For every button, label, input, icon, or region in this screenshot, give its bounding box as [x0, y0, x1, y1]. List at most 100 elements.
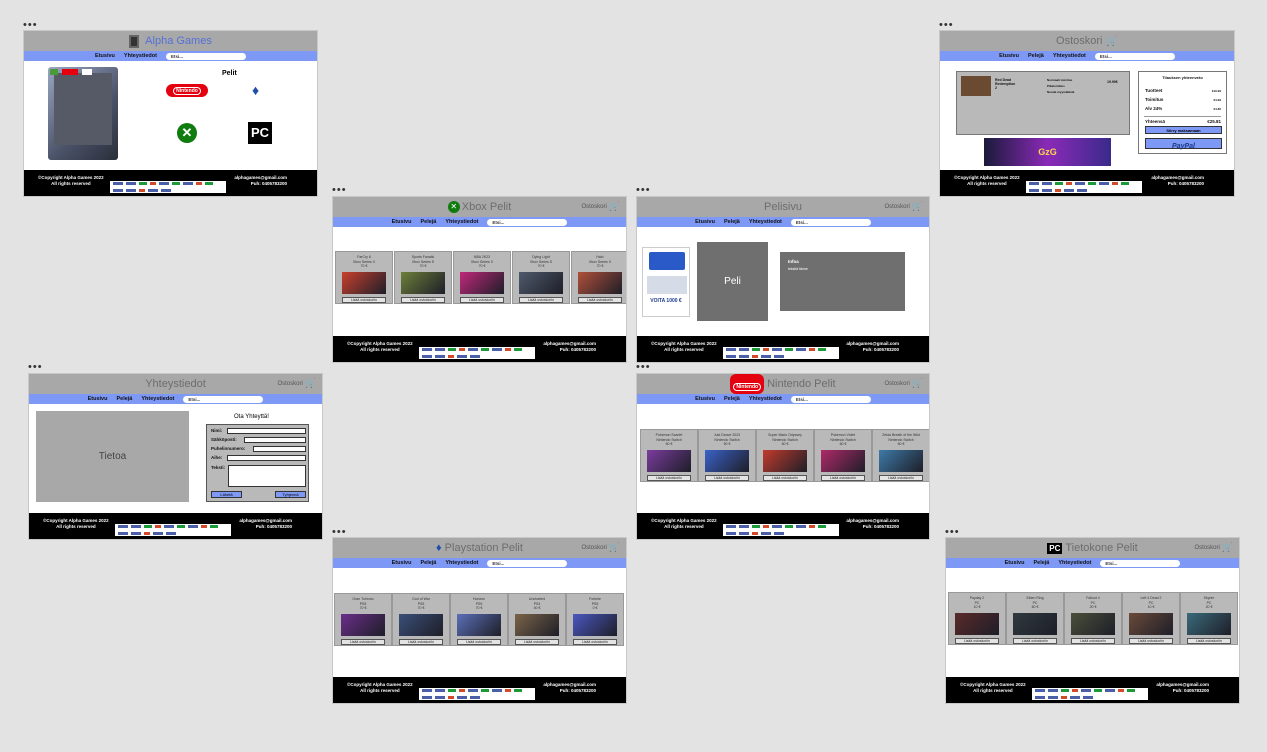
add-to-cart-button[interactable]: Lisää ostoskoriin — [578, 297, 622, 303]
add-to-cart-button[interactable]: Lisää ostoskoriin — [341, 639, 385, 645]
game-cover[interactable] — [879, 450, 923, 472]
phone-field[interactable] — [253, 446, 306, 452]
game-cover[interactable] — [460, 272, 504, 294]
nav-contact[interactable]: Yhteystiedot — [748, 396, 782, 402]
nav-games[interactable]: Pelejä — [420, 219, 437, 225]
nav-home[interactable]: Etusivu — [95, 53, 115, 59]
delivery-pickup[interactable]: Nouda myymälästä — [1047, 90, 1075, 94]
nav-home[interactable]: Etusivu — [391, 560, 412, 566]
cart-link[interactable]: Ostoskori 🛒 — [1194, 542, 1233, 552]
search-input[interactable]: Etsi... — [1100, 559, 1181, 567]
name-field[interactable] — [227, 428, 306, 434]
frame-menu-dots[interactable]: ••• — [636, 184, 651, 196]
clear-button[interactable]: Tyhjennä — [275, 491, 306, 498]
game-cover[interactable] — [647, 450, 691, 472]
paypal-button[interactable]: PayPal — [1145, 138, 1222, 150]
add-to-cart-button[interactable]: Lisää ostoskoriin — [705, 475, 749, 481]
add-to-cart-button[interactable]: Lisää ostoskoriin — [821, 475, 865, 481]
game-cover[interactable] — [399, 614, 443, 636]
nav-contact[interactable]: Yhteystiedot — [123, 53, 157, 59]
xbox-icon[interactable]: ✕ — [177, 123, 197, 143]
game-cover[interactable] — [1129, 613, 1173, 635]
nintendo-logo[interactable]: Nintendo — [166, 84, 208, 97]
game-cover[interactable] — [705, 450, 749, 472]
frame-menu-dots[interactable]: ••• — [332, 526, 347, 538]
add-to-cart-button[interactable]: Lisää ostoskoriin — [399, 639, 443, 645]
add-to-cart-button[interactable]: Lisää ostoskoriin — [1187, 638, 1231, 644]
email-field[interactable] — [244, 437, 306, 443]
game-cover[interactable] — [342, 272, 386, 294]
checkout-button[interactable]: Siirry maksamaan — [1145, 126, 1222, 134]
add-to-cart-button[interactable]: Lisää ostoskoriin — [647, 475, 691, 481]
nav-home[interactable]: Etusivu — [1004, 560, 1025, 566]
nav-games[interactable]: Pelejä — [1027, 53, 1044, 59]
search-input[interactable]: Etsi... — [1094, 52, 1175, 60]
search-input[interactable]: Etsi... — [165, 52, 246, 60]
add-to-cart-button[interactable]: Lisää ostoskoriin — [1071, 638, 1115, 644]
game-cover[interactable] — [1071, 613, 1115, 635]
game-cover[interactable] — [515, 614, 559, 636]
nav-home[interactable]: Etusivu — [391, 219, 412, 225]
nav-games[interactable]: Pelejä — [420, 560, 437, 566]
frame-menu-dots[interactable]: ••• — [28, 361, 43, 373]
game-cover[interactable] — [573, 614, 617, 636]
add-to-cart-button[interactable]: Lisää ostoskoriin — [515, 639, 559, 645]
nav-contact[interactable]: Yhteystiedot — [141, 396, 175, 402]
frame-menu-dots[interactable]: ••• — [945, 526, 960, 538]
send-button[interactable]: Lähetä — [211, 491, 242, 498]
nav-games[interactable]: Pelejä — [723, 219, 740, 225]
game-cover[interactable] — [763, 450, 807, 472]
nav-home[interactable]: Etusivu — [695, 396, 715, 402]
game-cover[interactable] — [955, 613, 999, 635]
game-cover[interactable] — [457, 614, 501, 636]
add-to-cart-button[interactable]: Lisää ostoskoriin — [342, 297, 386, 303]
game-cover[interactable] — [1013, 613, 1057, 635]
nav-games[interactable]: Pelejä — [1033, 560, 1050, 566]
nav-contact[interactable]: Yhteystiedot — [1052, 53, 1086, 59]
nav-games[interactable]: Pelejä — [116, 396, 133, 402]
cart-link[interactable]: Ostoskori 🛒 — [581, 201, 620, 211]
search-input[interactable]: Etsi... — [790, 218, 871, 226]
add-to-cart-button[interactable]: Lisää ostoskoriin — [573, 639, 617, 645]
nav-home[interactable]: Etusivu — [999, 53, 1019, 59]
add-to-cart-button[interactable]: Lisää ostoskoriin — [879, 475, 923, 481]
ad-banner[interactable]: VOITA 1000 € — [642, 247, 690, 317]
add-to-cart-button[interactable]: Lisää ostoskoriin — [1013, 638, 1057, 644]
add-to-cart-button[interactable]: Lisää ostoskoriin — [955, 638, 999, 644]
add-to-cart-button[interactable]: Lisää ostoskoriin — [460, 297, 504, 303]
search-input[interactable]: Etsi... — [183, 395, 264, 403]
nav-home[interactable]: Etusivu — [87, 396, 108, 402]
game-cover[interactable] — [821, 450, 865, 472]
search-input[interactable]: Etsi... — [790, 395, 871, 403]
add-to-cart-button[interactable]: Lisää ostoskoriin — [519, 297, 563, 303]
delivery-fast[interactable]: Pikatoimitus — [1047, 84, 1065, 88]
pc-icon[interactable]: PC — [248, 122, 272, 144]
add-to-cart-button[interactable]: Lisää ostoskoriin — [457, 639, 501, 645]
search-input[interactable]: Etsi... — [487, 559, 568, 567]
cart-link[interactable]: Ostoskori 🛒 — [277, 378, 316, 388]
add-to-cart-button[interactable]: Lisää ostoskoriin — [1129, 638, 1173, 644]
nav-home[interactable]: Etusivu — [695, 219, 715, 225]
cart-link[interactable]: Ostoskori 🛒 — [884, 378, 923, 388]
game-cover[interactable] — [401, 272, 445, 294]
nav-games[interactable]: Pelejä — [723, 396, 740, 402]
nav-contact[interactable]: Yhteystiedot — [445, 560, 479, 566]
add-to-cart-button[interactable]: Lisää ostoskoriin — [763, 475, 807, 481]
nav-contact[interactable]: Yhteystiedot — [1058, 560, 1092, 566]
game-cover[interactable] — [578, 272, 622, 294]
game-cover[interactable] — [519, 272, 563, 294]
frame-menu-dots[interactable]: ••• — [636, 361, 651, 373]
frame-menu-dots[interactable]: ••• — [939, 19, 954, 31]
cart-link[interactable]: Ostoskori 🛒 — [884, 201, 923, 211]
playstation-icon[interactable]: ♦ — [252, 82, 260, 98]
message-field[interactable] — [228, 465, 306, 487]
game-cover[interactable] — [1187, 613, 1231, 635]
search-input[interactable]: Etsi... — [487, 218, 568, 226]
cart-link[interactable]: Ostoskori 🛒 — [581, 542, 620, 552]
nav-contact[interactable]: Yhteystiedot — [445, 219, 479, 225]
add-to-cart-button[interactable]: Lisää ostoskoriin — [401, 297, 445, 303]
nav-contact[interactable]: Yhteystiedot — [748, 219, 782, 225]
frame-menu-dots[interactable]: ••• — [23, 19, 38, 31]
subject-field[interactable] — [227, 455, 306, 461]
game-cover[interactable] — [341, 614, 385, 636]
